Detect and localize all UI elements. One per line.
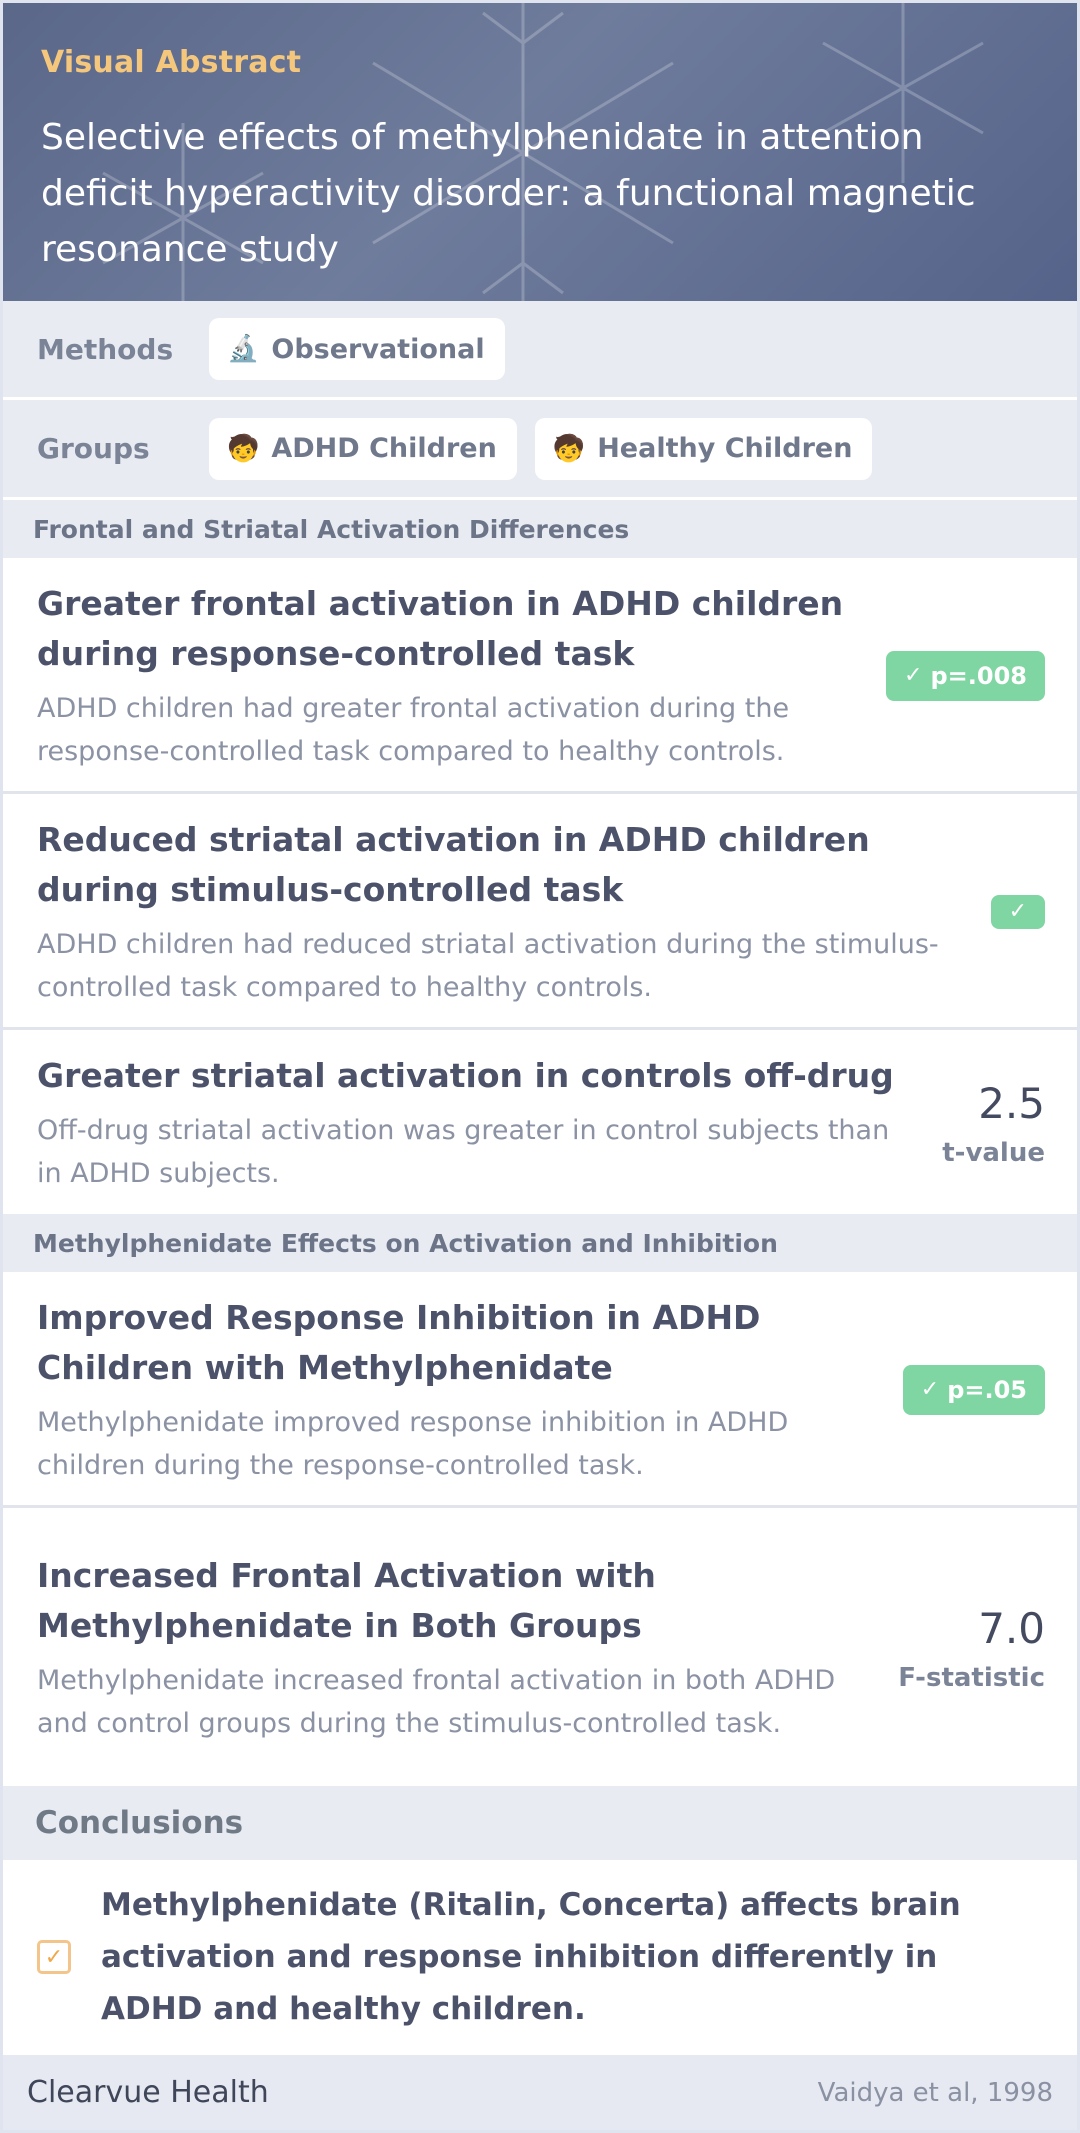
finding-description: Methylphenidate increased frontal activa… — [37, 1665, 836, 1739]
significance-badge: ✓ — [990, 894, 1045, 929]
stat-value: 2.5 — [978, 1078, 1045, 1128]
finding-card: Improved Response Inhibition in ADHD Chi… — [3, 1272, 1077, 1508]
section-heading: Frontal and Striatal Activation Differen… — [3, 500, 1077, 558]
badge-text: p=.008 — [930, 661, 1027, 690]
finding-card: Increased Frontal Activation with Methyl… — [3, 1508, 1077, 1786]
section-heading: Methylphenidate Effects on Activation an… — [3, 1214, 1077, 1272]
finding-title: Greater frontal activation in ADHD child… — [37, 583, 844, 673]
finding-description: ADHD children had greater frontal activa… — [37, 692, 790, 767]
check-icon: ✓ — [904, 663, 923, 688]
eyebrow-label: Visual Abstract — [41, 45, 302, 80]
finding-title: Greater striatal activation in controls … — [37, 1056, 894, 1095]
check-icon: ✓ — [1008, 899, 1027, 924]
group-chip-healthy: 🧒 Healthy Children — [534, 417, 873, 480]
check-icon: ✓ — [920, 1377, 940, 1402]
finding-title: Improved Response Inhibition in ADHD Chi… — [37, 1297, 761, 1387]
conclusions-heading: Conclusions — [3, 1786, 1077, 1860]
groups-row: Groups 🧒 ADHD Children 🧒 Healthy Childre… — [3, 400, 1077, 500]
method-chip-observational: 🔬 Observational — [209, 318, 505, 380]
stat-label: F-statistic — [898, 1662, 1045, 1693]
conclusion-text: Methylphenidate (Ritalin, Concerta) affe… — [101, 1887, 961, 2027]
brand-name: Clearvue Health — [27, 2075, 269, 2110]
header: Visual Abstract Selective effects of met… — [3, 3, 1077, 301]
checkbox-icon: ✓ — [37, 1940, 71, 1974]
footer: Clearvue Health Vaidya et al, 1998 — [3, 2055, 1077, 2130]
page-title: Selective effects of methylphenidate in … — [41, 117, 976, 270]
child-icon: 🧒 — [227, 433, 260, 464]
finding-card: Greater frontal activation in ADHD child… — [3, 558, 1077, 794]
badge-text: p=.05 — [947, 1375, 1027, 1404]
frost-pattern-icon — [102, 3, 984, 301]
citation: Vaidya et al, 1998 — [817, 2077, 1053, 2108]
methods-label: Methods — [37, 332, 174, 366]
visual-abstract-card: Visual Abstract Selective effects of met… — [3, 3, 1077, 2130]
finding-description: ADHD children had reduced striatal activ… — [37, 928, 939, 1003]
finding-title: Increased Frontal Activation with Methyl… — [37, 1556, 656, 1645]
conclusion-item: ✓ Methylphenidate (Ritalin, Concerta) af… — [3, 1860, 1077, 2054]
significance-badge: ✓ p=.008 — [886, 650, 1045, 701]
finding-card: Reduced striatal activation in ADHD chil… — [3, 794, 1077, 1030]
child-icon: 🧒 — [552, 433, 586, 464]
group-chip-label: Healthy Children — [597, 433, 853, 464]
finding-description: Methylphenidate improved response inhibi… — [37, 1406, 789, 1481]
finding-card: Greater striatal activation in controls … — [3, 1030, 1077, 1214]
groups-label: Groups — [37, 432, 150, 465]
methods-row: Methods 🔬 Observational — [3, 301, 1077, 400]
microscope-icon: 🔬 — [227, 334, 260, 364]
group-chip-adhd: 🧒 ADHD Children — [209, 417, 517, 480]
finding-description: Off-drug striatal activation was greater… — [37, 1115, 890, 1189]
stat-label: t-value — [942, 1137, 1045, 1168]
method-chip-label: Observational — [271, 333, 485, 365]
finding-title: Reduced striatal activation in ADHD chil… — [37, 819, 870, 909]
significance-badge: ✓ p=.05 — [902, 1364, 1045, 1415]
stat-value: 7.0 — [978, 1603, 1045, 1653]
group-chip-label: ADHD Children — [271, 433, 497, 464]
